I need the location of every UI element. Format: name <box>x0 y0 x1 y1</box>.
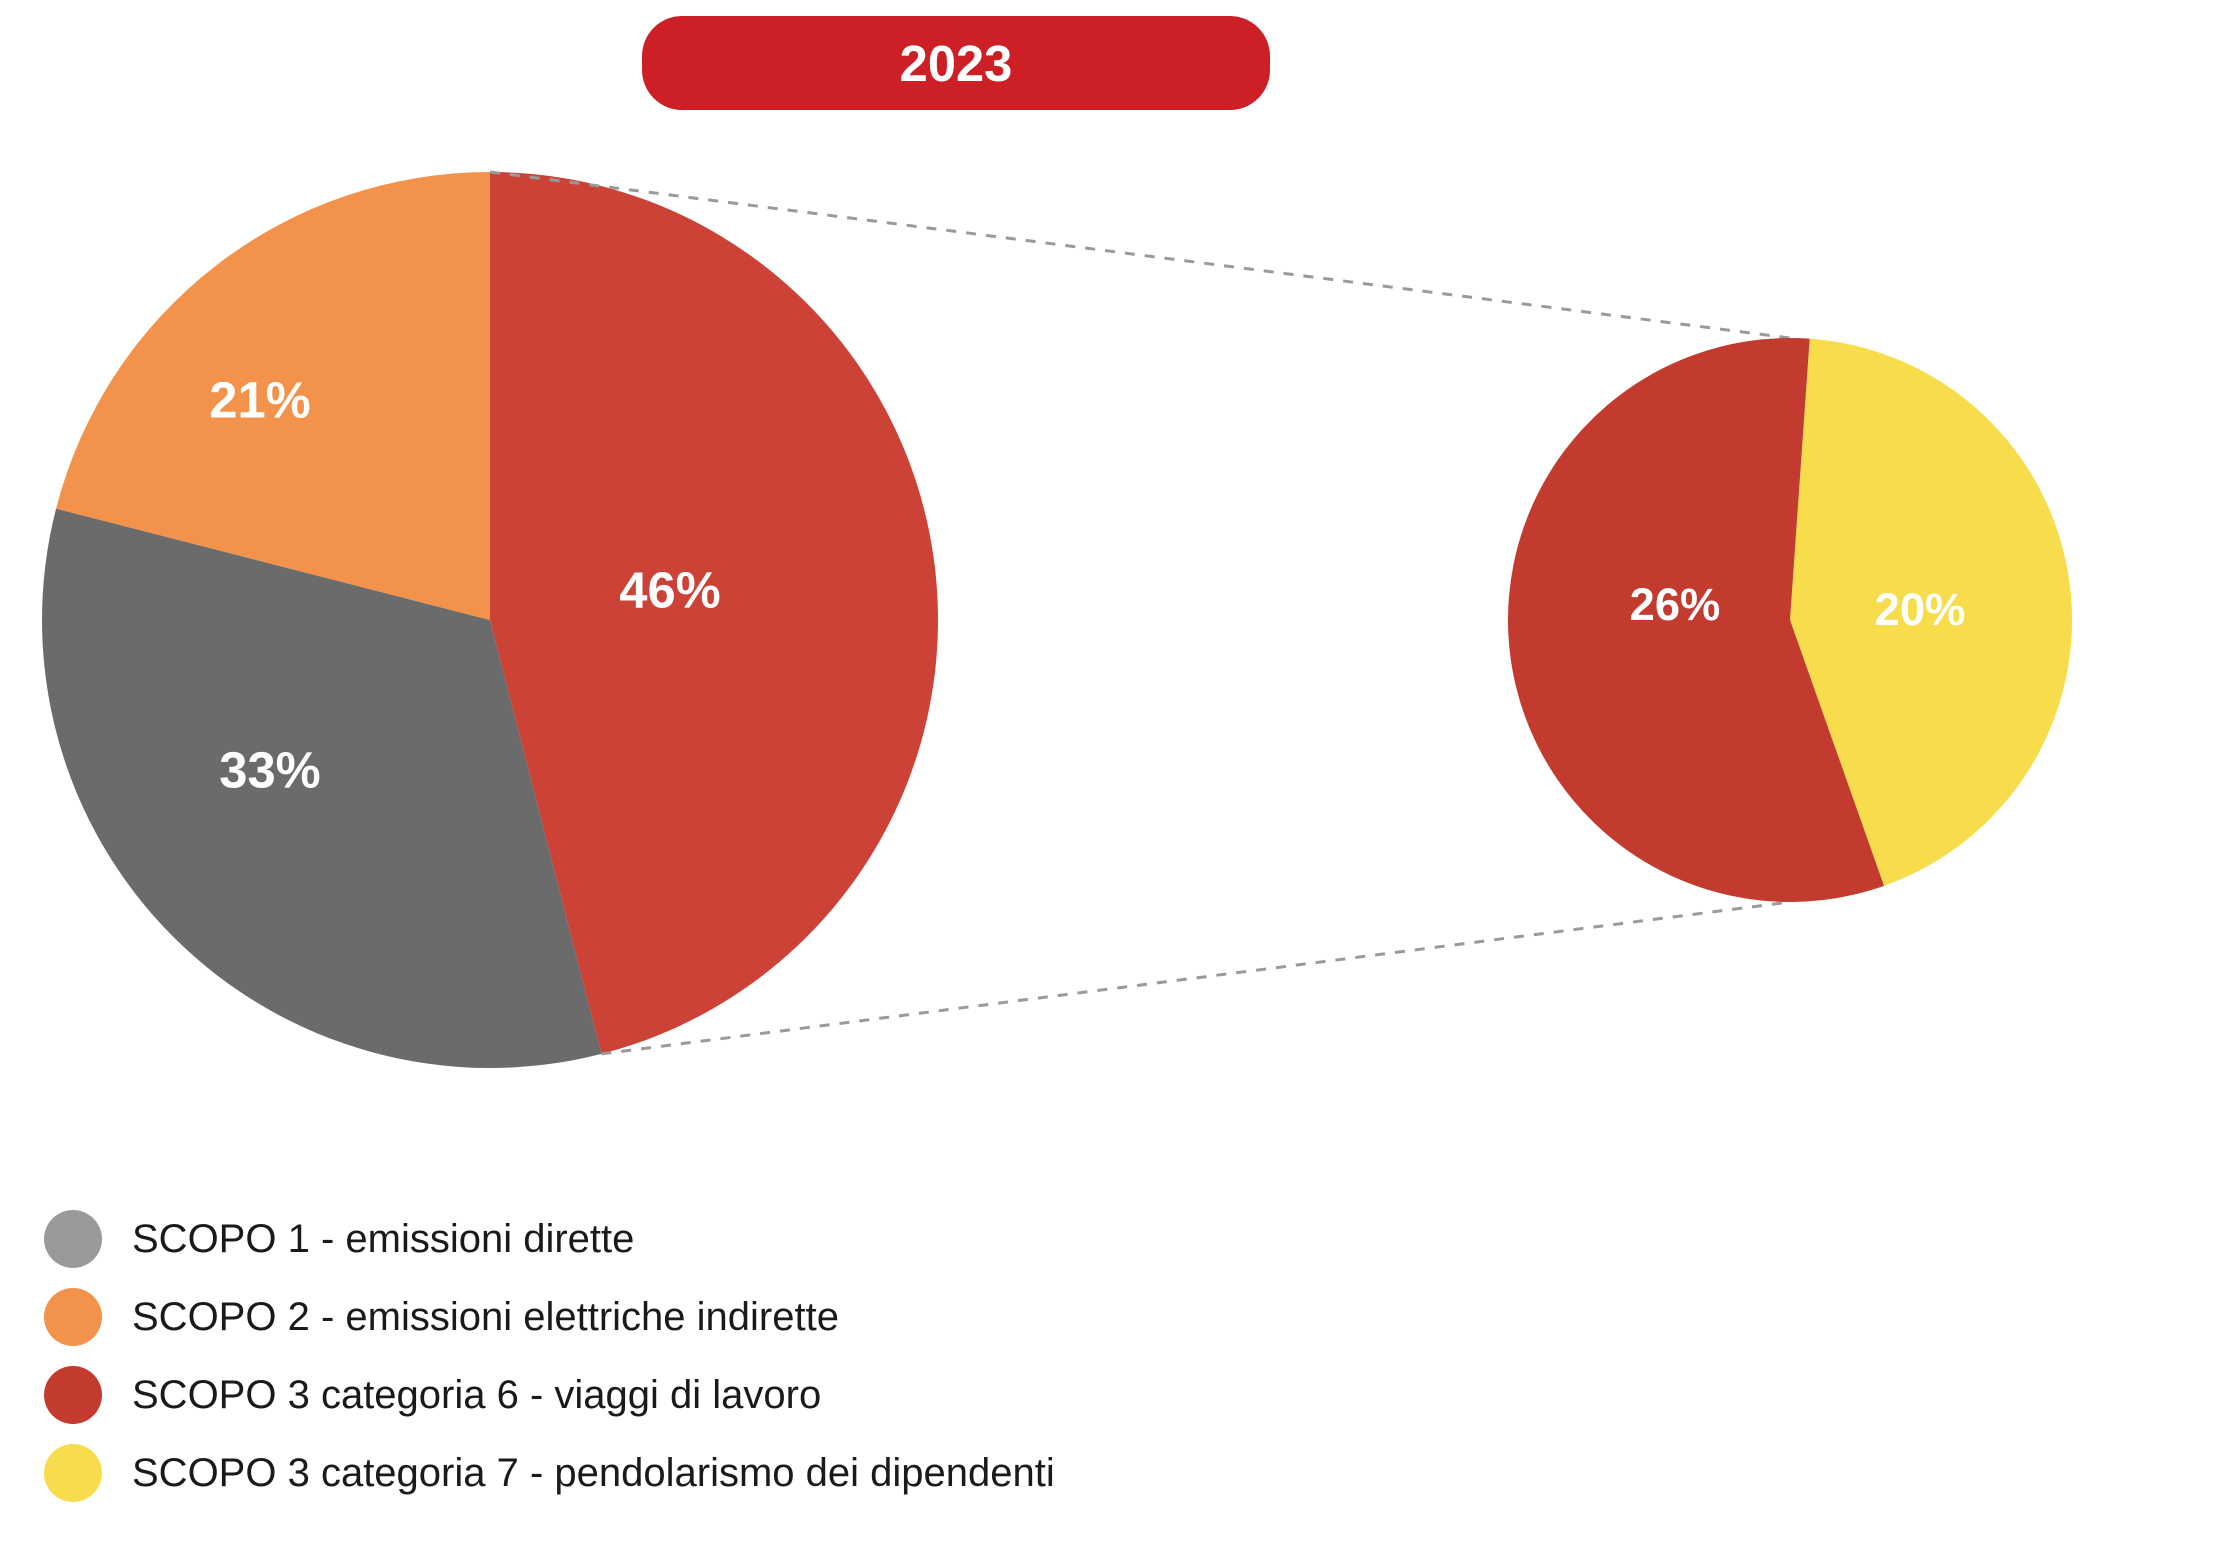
main-pie-label-scope1: 33% <box>219 741 320 800</box>
legend-swatch-2 <box>44 1366 102 1424</box>
legend-label-1: SCOPO 2 - emissioni elettriche indirette <box>132 1295 839 1340</box>
legend-label-3: SCOPO 3 categoria 7 - pendolarismo dei d… <box>132 1451 1055 1496</box>
legend-label-2: SCOPO 3 categoria 6 - viaggi di lavoro <box>132 1373 821 1418</box>
year-title-pill: 2023 <box>642 16 1270 110</box>
legend-row-3: SCOPO 3 categoria 7 - pendolarismo dei d… <box>44 1444 1055 1502</box>
legend-row-0: SCOPO 1 - emissioni dirette <box>44 1210 1055 1268</box>
main-pie-label-scope2: 21% <box>209 371 310 430</box>
legend-swatch-3 <box>44 1444 102 1502</box>
legend: SCOPO 1 - emissioni dirette SCOPO 2 - emi… <box>44 1210 1055 1522</box>
main-pie-label-scope3: 46% <box>619 561 720 620</box>
legend-row-2: SCOPO 3 categoria 6 - viaggi di lavoro <box>44 1366 1055 1424</box>
legend-swatch-0 <box>44 1210 102 1268</box>
legend-swatch-1 <box>44 1288 102 1346</box>
sub-pie-label-scope3_cat6: 26% <box>1630 579 1721 631</box>
chart-canvas: 2023 SCOPO 1 - emissioni dirette SCOPO 2 … <box>0 0 2222 1559</box>
year-title-text: 2023 <box>900 34 1013 93</box>
sub-pie-label-scope3_cat7: 20% <box>1875 584 1966 636</box>
legend-label-0: SCOPO 1 - emissioni dirette <box>132 1217 634 1262</box>
legend-row-1: SCOPO 2 - emissioni elettriche indirette <box>44 1288 1055 1346</box>
